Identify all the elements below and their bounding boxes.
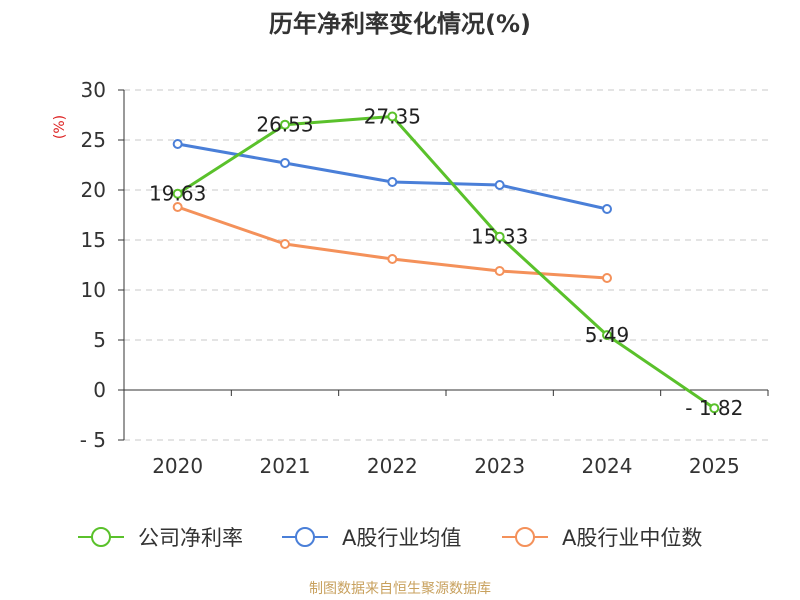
data-label: 27.35: [364, 105, 421, 129]
data-labels: 19.63 26.53 27.35 15.33 5.49 - 1.82: [149, 105, 743, 421]
data-point: [172, 202, 183, 212]
axes: 30 25 20 15 10 5 0 - 5 2020 2021 2022 2023 2024 2025: [80, 78, 769, 478]
data-point: [494, 231, 505, 242]
data-point: [387, 111, 398, 122]
y-tick-label: - 5: [80, 428, 106, 452]
source-note: 制图数据来自恒生聚源数据库: [309, 581, 491, 597]
data-label: 15.33: [471, 225, 528, 249]
data-label: 5.49: [585, 323, 630, 347]
data-label: - 1.82: [685, 396, 743, 420]
y-tick-label: 20: [81, 178, 106, 202]
data-point: [172, 139, 183, 149]
x-tick-label: 2025: [689, 454, 740, 478]
legend-label: 公司净利率: [138, 526, 243, 550]
y-tick-label: 15: [81, 228, 106, 252]
series-line: [177, 205, 608, 280]
legend-marker: [515, 527, 535, 547]
data-point: [387, 254, 398, 264]
legend-label: A股行业均值: [342, 526, 461, 550]
series-layer: [172, 111, 720, 414]
y-axis-unit: (%): [52, 115, 68, 139]
legend: 公司净利率 A股行业均值 A股行业中位数: [78, 526, 702, 550]
data-point: [494, 180, 505, 190]
data-point: [280, 119, 290, 130]
x-tick-label: 2023: [474, 454, 525, 478]
legend-label: A股行业中位数: [562, 526, 702, 550]
chart-title: 历年净利率变化情况(%): [269, 10, 531, 38]
data-point: [602, 330, 612, 341]
data-point: [387, 177, 398, 187]
data-point: [494, 266, 505, 276]
data-point: [709, 403, 720, 414]
series-line: [176, 115, 716, 410]
y-tick-label: 0: [93, 378, 106, 402]
legend-item: 公司净利率: [78, 526, 243, 550]
data-label: 19.63: [149, 182, 206, 206]
x-tick-label: 2021: [260, 454, 311, 478]
grid-lines: [124, 89, 768, 441]
data-label: 26.53: [256, 113, 313, 137]
y-tick-label: 25: [81, 128, 106, 152]
legend-item: A股行业中位数: [502, 526, 702, 550]
y-tick-label: 10: [81, 278, 106, 302]
legend-marker: [91, 527, 111, 547]
y-tick-label: 30: [81, 78, 106, 102]
data-point: [602, 273, 612, 283]
data-point: [280, 239, 290, 249]
legend-item: A股行业均值: [282, 526, 461, 550]
data-point: [172, 188, 183, 199]
x-tick-label: 2022: [367, 454, 418, 478]
x-tick-label: 2020: [152, 454, 203, 478]
y-tick-label: 5: [93, 328, 106, 352]
legend-marker: [295, 527, 315, 547]
data-point: [280, 158, 290, 168]
data-point: [602, 204, 612, 214]
x-tick-label: 2024: [582, 454, 633, 478]
